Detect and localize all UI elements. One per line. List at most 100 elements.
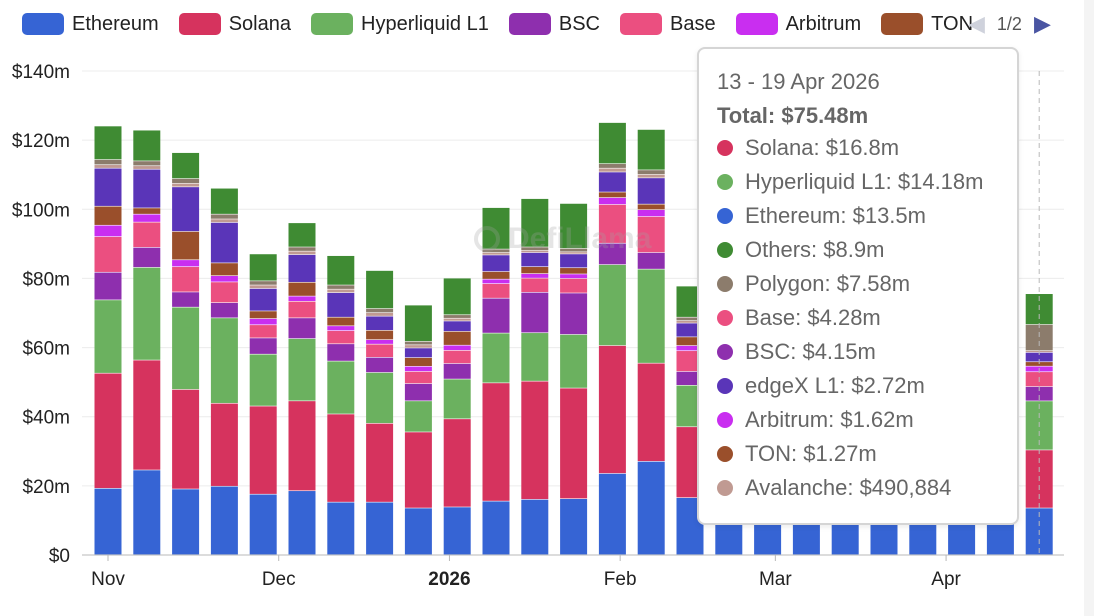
bar-segment-bsc[interactable] [560, 293, 588, 335]
legend-item-arbitrum[interactable]: Arbitrum [735, 13, 861, 36]
bar-segment-arbitrum[interactable] [637, 209, 665, 217]
bar-segment-arbitrum[interactable] [249, 318, 277, 325]
bar-segment-polygon[interactable] [1025, 324, 1053, 351]
bar-segment-ton[interactable] [172, 231, 200, 260]
bar-segment-ton[interactable] [133, 208, 161, 214]
bar-segment-ton[interactable] [443, 331, 471, 345]
bar-segment-ethereum[interactable] [366, 502, 394, 555]
bar-segment-others[interactable] [482, 207, 510, 249]
bar-segment-arbitrum[interactable] [327, 326, 355, 331]
bar-segment-hyperliquid-l1[interactable] [366, 372, 394, 424]
bar-segment-others[interactable] [249, 254, 277, 281]
bar-segment-ton[interactable] [521, 267, 549, 274]
bar-segment-edgex-l1[interactable] [288, 254, 316, 282]
bar-segment-base[interactable] [637, 216, 665, 253]
bar-segment-polygon[interactable] [404, 341, 432, 345]
bar-segment-polygon[interactable] [598, 163, 626, 168]
bar-segment-base[interactable] [404, 371, 432, 384]
bar-segment-bsc[interactable] [598, 243, 626, 265]
bar-segment-avalanche[interactable] [288, 251, 316, 255]
bar-segment-base[interactable] [443, 350, 471, 364]
bar-segment-bsc[interactable] [94, 272, 122, 300]
bar-segment-solana[interactable] [366, 423, 394, 502]
bar-segment-edgex-l1[interactable] [172, 187, 200, 232]
bar-segment-arbitrum[interactable] [521, 273, 549, 278]
bar-segment-ethereum[interactable] [249, 494, 277, 555]
bar-segment-others[interactable] [598, 122, 626, 164]
bar-segment-others[interactable] [94, 126, 122, 160]
bar-segment-bsc[interactable] [327, 344, 355, 361]
bar-segment-polygon[interactable] [133, 161, 161, 166]
bar-segment-solana[interactable] [210, 403, 238, 486]
bar-segment-arbitrum[interactable] [676, 345, 704, 351]
bar-segment-edgex-l1[interactable] [598, 172, 626, 192]
bar-segment-arbitrum[interactable] [560, 274, 588, 279]
legend-item-solana[interactable]: Solana [178, 13, 291, 36]
bar-segment-polygon[interactable] [94, 159, 122, 165]
bar-segment-ethereum[interactable] [133, 470, 161, 555]
bar-segment-avalanche[interactable] [133, 166, 161, 169]
bar-segment-edgex-l1[interactable] [676, 323, 704, 337]
bar-segment-others[interactable] [404, 305, 432, 342]
bar-segment-ton[interactable] [94, 206, 122, 225]
legend-item-bsc[interactable]: BSC [508, 13, 600, 36]
bar-segment-edgex-l1[interactable] [637, 178, 665, 204]
bar-segment-hyperliquid-l1[interactable] [172, 307, 200, 390]
bar-segment-edgex-l1[interactable] [94, 168, 122, 206]
bar-segment-bsc[interactable] [404, 383, 432, 401]
bar-segment-polygon[interactable] [482, 249, 510, 253]
bar-segment-ethereum[interactable] [404, 508, 432, 555]
bar-segment-hyperliquid-l1[interactable] [133, 267, 161, 360]
legend-next-icon[interactable]: ▶ [1033, 11, 1051, 36]
bar-segment-avalanche[interactable] [327, 289, 355, 293]
bar-segment-bsc[interactable] [133, 247, 161, 268]
bar-segment-avalanche[interactable] [94, 165, 122, 168]
bar-segment-edgex-l1[interactable] [210, 222, 238, 263]
bar-segment-ton[interactable] [637, 204, 665, 210]
bar-segment-solana[interactable] [443, 419, 471, 507]
bar-segment-ton[interactable] [404, 357, 432, 366]
bar-segment-polygon[interactable] [210, 214, 238, 219]
bar-segment-solana[interactable] [249, 406, 277, 494]
bar-segment-hyperliquid-l1[interactable] [521, 333, 549, 381]
bar-segment-others[interactable] [366, 270, 394, 309]
bar-segment-edgex-l1[interactable] [404, 348, 432, 358]
bar-segment-base[interactable] [327, 330, 355, 344]
bar-segment-arbitrum[interactable] [288, 296, 316, 301]
bar-segment-others[interactable] [172, 152, 200, 179]
bar-segment-bsc[interactable] [443, 363, 471, 379]
bar-segment-base[interactable] [482, 283, 510, 298]
bar-segment-hyperliquid-l1[interactable] [443, 379, 471, 419]
bar-segment-solana[interactable] [482, 383, 510, 501]
bar-segment-ton[interactable] [598, 192, 626, 198]
bar-segment-base[interactable] [133, 222, 161, 248]
bar-segment-solana[interactable] [637, 363, 665, 462]
bar-segment-base[interactable] [249, 325, 277, 338]
bar-segment-base[interactable] [94, 236, 122, 272]
bar-segment-hyperliquid-l1[interactable] [288, 338, 316, 401]
bar-segment-polygon[interactable] [249, 281, 277, 285]
bar-segment-ethereum[interactable] [327, 502, 355, 555]
legend-prev-icon[interactable]: ◀ [968, 11, 985, 36]
bar-segment-avalanche[interactable] [560, 252, 588, 254]
bar-segment-avalanche[interactable] [249, 285, 277, 289]
bar-segment-ethereum[interactable] [210, 486, 238, 555]
bar-segment-ethereum[interactable] [94, 488, 122, 555]
bar-segment-bsc[interactable] [172, 292, 200, 307]
bar-segment-ethereum[interactable] [172, 489, 200, 555]
bar-segment-others[interactable] [210, 188, 238, 214]
bar-segment-polygon[interactable] [637, 170, 665, 175]
bar-segment-avalanche[interactable] [404, 345, 432, 348]
bar-segment-ethereum[interactable] [637, 461, 665, 555]
bar-segment-solana[interactable] [521, 381, 549, 500]
bar-segment-edgex-l1[interactable] [1025, 352, 1053, 362]
bar-segment-hyperliquid-l1[interactable] [327, 361, 355, 414]
bar-segment-others[interactable] [521, 198, 549, 247]
legend-item-hyperliquid-l1[interactable]: Hyperliquid L1 [311, 13, 489, 36]
bar-segment-base[interactable] [560, 278, 588, 293]
bar-segment-others[interactable] [133, 130, 161, 161]
bar-segment-arbitrum[interactable] [482, 279, 510, 284]
bar-segment-edgex-l1[interactable] [366, 316, 394, 331]
bar-segment-polygon[interactable] [288, 247, 316, 251]
bar-segment-bsc[interactable] [366, 357, 394, 373]
